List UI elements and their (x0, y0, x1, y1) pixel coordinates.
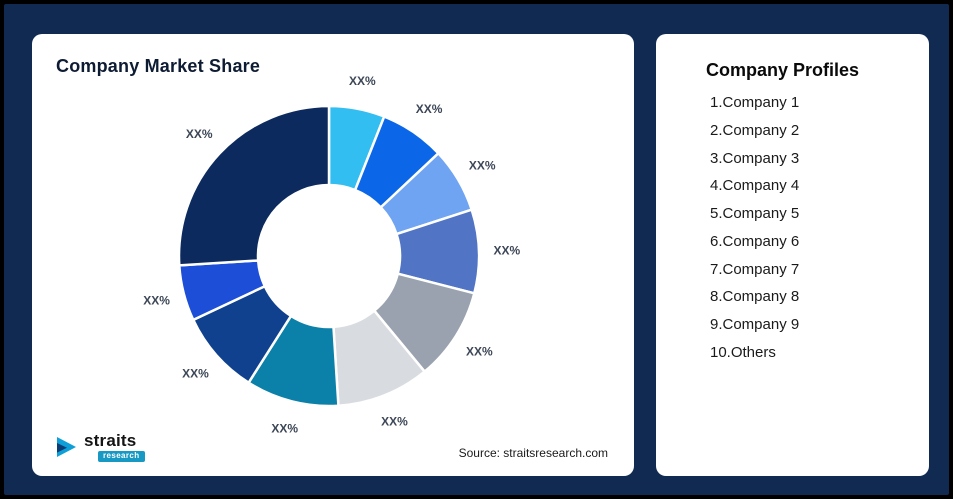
source-attribution: Source: straitsresearch.com (458, 446, 608, 460)
percent-label-6: XX% (381, 415, 408, 429)
donut-segment-5 (373, 272, 476, 373)
percent-label-7: XX% (271, 421, 298, 435)
donut-segment-1 (327, 104, 386, 192)
profile-item-4: 4.Company 4 (710, 177, 800, 195)
percent-label-9: XX% (143, 293, 170, 307)
profile-item-10: 10.Others (710, 343, 776, 361)
donut-segment-7 (247, 314, 340, 408)
profile-item-7: 7.Company 7 (710, 260, 800, 278)
profiles-list: 1.Company 1 2.Company 2 3.Company 3 4.Compa… (656, 95, 929, 361)
percent-label-5: XX% (466, 344, 493, 358)
chart-title: Company Market Share (56, 56, 261, 76)
profile-item-3: 3.Company 3 (710, 149, 800, 167)
percent-label-3: XX% (469, 158, 496, 172)
donut-segment-3 (379, 152, 473, 236)
percent-label-4: XX% (494, 243, 521, 257)
donut-segment-10 (177, 104, 331, 267)
company-profiles-card: Company Profiles 1.Company 1 2.Company 2 3… (656, 34, 929, 476)
logo-subtitle: research (98, 451, 145, 462)
donut-segment-8 (192, 284, 293, 384)
profile-item-8: 8.Company 8 (710, 288, 800, 306)
logo-text: straits research (84, 432, 145, 462)
profiles-title: Company Profiles (706, 60, 860, 80)
profile-item-9: 9.Company 9 (710, 316, 800, 333)
percent-label-1: XX% (349, 74, 376, 88)
market-share-card: Company Market Share XX% XX% XX% XX% XX% XX% X… (32, 34, 634, 476)
profile-item-6: 6.Company 6 (710, 232, 800, 250)
straits-research-logo: straits research (54, 432, 145, 462)
donut-segment-4 (395, 208, 481, 295)
logo-arrow-icon (57, 437, 76, 457)
donut-chart: XX% XX% XX% XX% XX% XX% XX% XX% XX% XX% (143, 74, 521, 435)
logo-name: straits (84, 431, 137, 450)
donut-segment-2 (353, 115, 440, 209)
percent-label-10: XX% (186, 127, 213, 141)
percent-label-2: XX% (416, 102, 443, 116)
profile-item-2: 2.Company 2 (710, 121, 800, 139)
profile-item-1: 1.Company 1 (710, 94, 800, 111)
profile-item-5: 5.Company 5 (710, 205, 800, 222)
donut-segment-9 (178, 259, 267, 322)
percent-label-8: XX% (182, 367, 209, 381)
donut-segment-6 (332, 309, 426, 407)
